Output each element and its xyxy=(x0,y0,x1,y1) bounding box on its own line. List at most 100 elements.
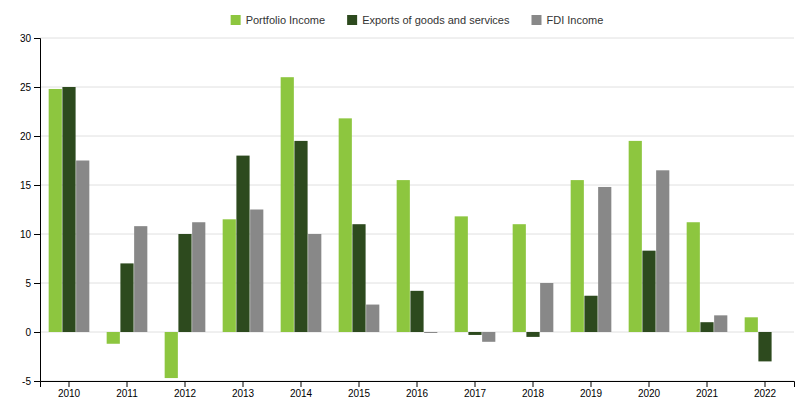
x-tick: 2016 xyxy=(406,381,429,399)
bar xyxy=(700,322,713,332)
x-tick: 2017 xyxy=(464,381,487,399)
legend-item: FDI Income xyxy=(531,14,603,26)
bar xyxy=(192,222,205,332)
x-tick-mark xyxy=(533,381,534,387)
x-tick: 2022 xyxy=(754,381,777,399)
y-tick: 20 xyxy=(20,131,40,142)
x-tick: 2019 xyxy=(580,381,603,399)
x-tick: 2013 xyxy=(232,381,255,399)
chart-container: -505101520253020102011201220132014201520… xyxy=(0,0,810,409)
bar xyxy=(223,219,236,332)
bar xyxy=(513,224,526,332)
x-tick-mark xyxy=(475,381,476,387)
x-tick-label: 2018 xyxy=(522,388,545,399)
bar xyxy=(629,141,642,332)
legend-label: FDI Income xyxy=(546,14,603,26)
y-tick-mark xyxy=(34,136,40,137)
x-tick-mark xyxy=(707,381,708,387)
bar xyxy=(482,332,495,342)
x-tick: 2018 xyxy=(522,381,545,399)
bar xyxy=(366,305,379,332)
y-tick-label: 30 xyxy=(20,33,32,44)
bar-series xyxy=(49,77,758,378)
bar xyxy=(455,216,468,332)
x-tick-mark xyxy=(591,381,592,387)
y-tick-label: -5 xyxy=(22,376,31,387)
x-tick-mark xyxy=(185,381,186,387)
y-tick-mark xyxy=(34,381,40,382)
y-tick-label: 10 xyxy=(20,229,32,240)
bar xyxy=(49,89,62,332)
bar xyxy=(714,315,727,332)
grid-line xyxy=(40,185,794,186)
bar xyxy=(397,180,410,332)
x-tick-mark xyxy=(301,381,302,387)
bar xyxy=(468,332,481,335)
bar xyxy=(526,332,539,337)
x-tick-mark xyxy=(765,381,766,387)
x-tick: 2021 xyxy=(696,381,719,399)
bar xyxy=(584,296,597,332)
y-tick-label: 25 xyxy=(20,82,32,93)
grid-line xyxy=(40,38,794,39)
legend-label: Portfolio Income xyxy=(246,14,325,26)
bar xyxy=(107,332,120,344)
bar xyxy=(687,222,700,332)
bar xyxy=(571,180,584,332)
bar xyxy=(294,141,307,332)
bar xyxy=(134,226,147,332)
chart: -505101520253020102011201220132014201520… xyxy=(0,0,810,409)
bar xyxy=(656,170,669,332)
y-tick: 10 xyxy=(20,229,40,240)
x-tick-mark xyxy=(69,381,70,387)
x-tick-mark xyxy=(649,381,650,387)
y-tick-label: 20 xyxy=(20,131,32,142)
y-tick-mark xyxy=(34,332,40,333)
x-tick-label: 2022 xyxy=(754,388,777,399)
y-axis-line xyxy=(34,39,41,382)
bar xyxy=(250,210,263,333)
x-tick-mark xyxy=(243,381,244,387)
grid-line xyxy=(40,283,794,284)
x-tick: 2010 xyxy=(58,381,81,399)
bar xyxy=(62,87,75,332)
x-tick-label: 2021 xyxy=(696,388,719,399)
y-tick: 5 xyxy=(25,278,40,289)
legend: Portfolio Income Exports of goods and ser… xyxy=(231,14,604,26)
x-tick-label: 2015 xyxy=(348,388,371,399)
x-tick-label: 2013 xyxy=(232,388,255,399)
bar xyxy=(424,332,437,334)
grid xyxy=(40,38,794,381)
bar xyxy=(540,283,553,332)
bar xyxy=(598,187,611,332)
x-tick-label: 2012 xyxy=(174,388,197,399)
x-tick: 2012 xyxy=(174,381,197,399)
grid-line xyxy=(40,136,794,137)
plot-area: -505101520253020102011201220132014201520… xyxy=(20,33,795,399)
x-tick-label: 2019 xyxy=(580,388,603,399)
x-tick-label: 2010 xyxy=(58,388,81,399)
y-tick-mark xyxy=(34,38,40,39)
bar xyxy=(76,161,89,333)
x-tick-label: 2017 xyxy=(464,388,487,399)
legend-swatch xyxy=(231,15,241,25)
y-tick: -5 xyxy=(22,376,40,387)
y-tick: 15 xyxy=(20,180,40,191)
x-tick: 2020 xyxy=(638,381,661,399)
legend-item: Exports of goods and services xyxy=(347,14,510,26)
x-tick-mark xyxy=(127,381,128,387)
y-tick: 25 xyxy=(20,82,40,93)
bar xyxy=(758,332,771,361)
x-axis: 2010 2011 2012 2013 2014 2015 2016 2017 2018 2019… xyxy=(41,381,795,399)
x-tick: 2014 xyxy=(290,381,313,399)
x-tick: 2015 xyxy=(348,381,371,399)
x-tick-label: 2011 xyxy=(116,388,138,399)
x-tick-mark xyxy=(417,381,418,387)
x-tick-mark xyxy=(359,381,360,387)
legend-label: Exports of goods and services xyxy=(362,14,510,26)
bar xyxy=(339,118,352,332)
bar xyxy=(308,234,321,332)
bar xyxy=(642,251,655,332)
y-axis: -5051015202530 xyxy=(20,33,41,387)
bar xyxy=(120,263,133,332)
